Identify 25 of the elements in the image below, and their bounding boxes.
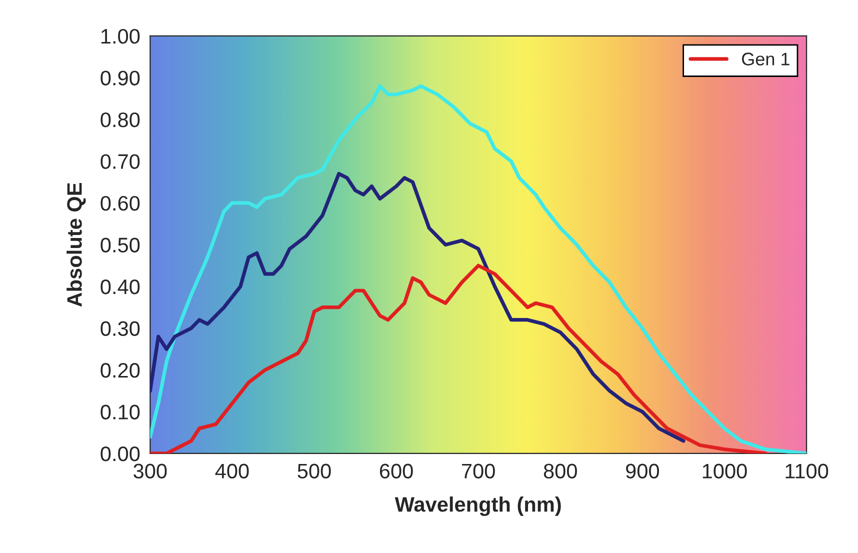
x-tick-label: 800 — [544, 464, 577, 478]
x-axis-title: Wavelength (nm) — [394, 496, 561, 516]
y-tick-label: 0.40 — [100, 279, 140, 294]
y-tick-label: 0.80 — [100, 112, 140, 128]
x-tick-label: 400 — [215, 464, 249, 478]
y-tick-label: 0.10 — [100, 404, 140, 420]
line-series — [150, 172, 686, 443]
x-tick-label: 500 — [298, 464, 331, 478]
y-tick-label: 0.20 — [100, 362, 140, 378]
x-tick-label: 900 — [626, 464, 659, 478]
line-series — [150, 264, 768, 454]
y-tick-label: 0.00 — [100, 446, 140, 462]
legend-label: Gen 1 — [742, 52, 790, 66]
y-tick-label: 0.90 — [100, 70, 140, 86]
x-tick-label: 300 — [134, 464, 167, 478]
x-tick-label: 1000 — [702, 464, 747, 478]
x-tick-label: 700 — [462, 464, 495, 478]
y-axis-title: Absolute QE — [66, 183, 86, 307]
y-tick-label: 0.60 — [100, 196, 140, 211]
x-tick-label: 1100 — [786, 464, 828, 478]
y-tick-label: 0.70 — [100, 154, 140, 169]
y-tick-label: 0.30 — [100, 321, 140, 336]
y-tick-label: 0.50 — [100, 238, 140, 252]
x-tick-label: 600 — [380, 464, 413, 478]
y-tick-label: 1.00 — [101, 28, 140, 44]
